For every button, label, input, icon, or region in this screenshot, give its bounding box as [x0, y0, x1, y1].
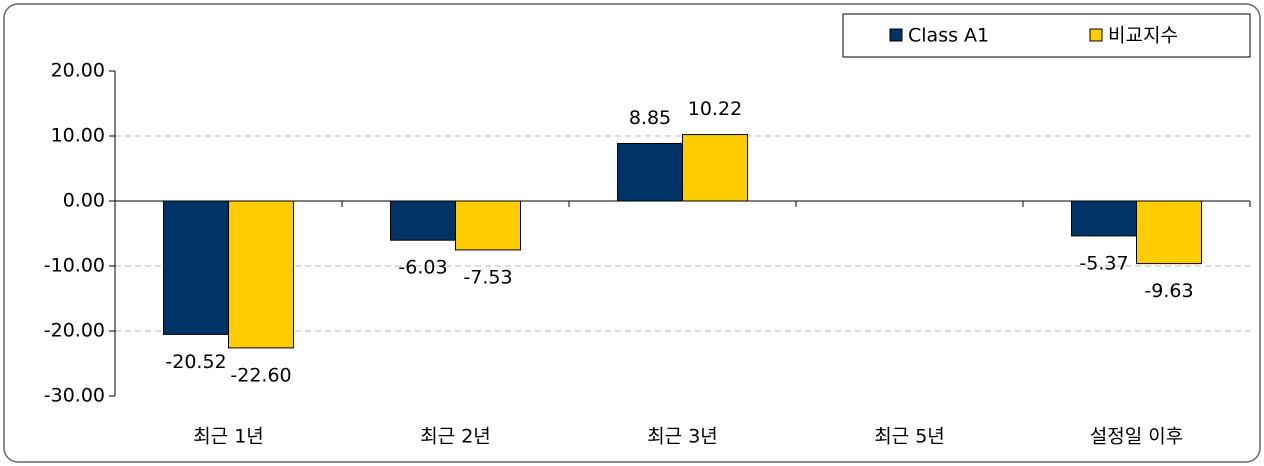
y-tick-label: -30.00 — [44, 385, 105, 407]
x-tick-label: 최근 5년 — [874, 426, 945, 448]
bar — [682, 134, 748, 202]
bar — [1071, 200, 1137, 237]
legend-box — [842, 13, 1251, 58]
legend-swatch — [1089, 28, 1103, 42]
data-label: -5.37 — [1079, 252, 1128, 274]
y-tick-label: -10.00 — [44, 255, 105, 277]
data-label: -6.03 — [398, 257, 447, 279]
bar — [163, 200, 229, 335]
bar — [1136, 200, 1202, 265]
data-label: -9.63 — [1144, 280, 1193, 302]
chart-frame — [3, 3, 1261, 463]
x-tick-label: 최근 1년 — [193, 426, 264, 448]
data-label: 8.85 — [629, 107, 671, 129]
bar — [228, 200, 294, 349]
bar — [455, 200, 521, 251]
x-tick-label: 설정일 이후 — [1090, 426, 1183, 448]
data-label: -20.52 — [165, 351, 226, 373]
y-tick-label: 10.00 — [51, 125, 105, 147]
x-tick-label: 최근 3년 — [647, 426, 718, 448]
data-label: 10.22 — [688, 98, 742, 120]
data-label: -7.53 — [463, 266, 512, 288]
legend-swatch — [889, 28, 903, 42]
legend-label: Class A1 — [908, 25, 989, 47]
bar — [390, 200, 456, 241]
y-tick-label: 0.00 — [63, 190, 105, 212]
legend-label: 비교지수 — [1108, 25, 1178, 47]
y-tick-label: 20.00 — [51, 60, 105, 82]
x-tick-label: 최근 2년 — [420, 426, 491, 448]
y-tick-label: -20.00 — [44, 320, 105, 342]
bar — [617, 142, 683, 202]
data-label: -22.60 — [230, 364, 291, 386]
